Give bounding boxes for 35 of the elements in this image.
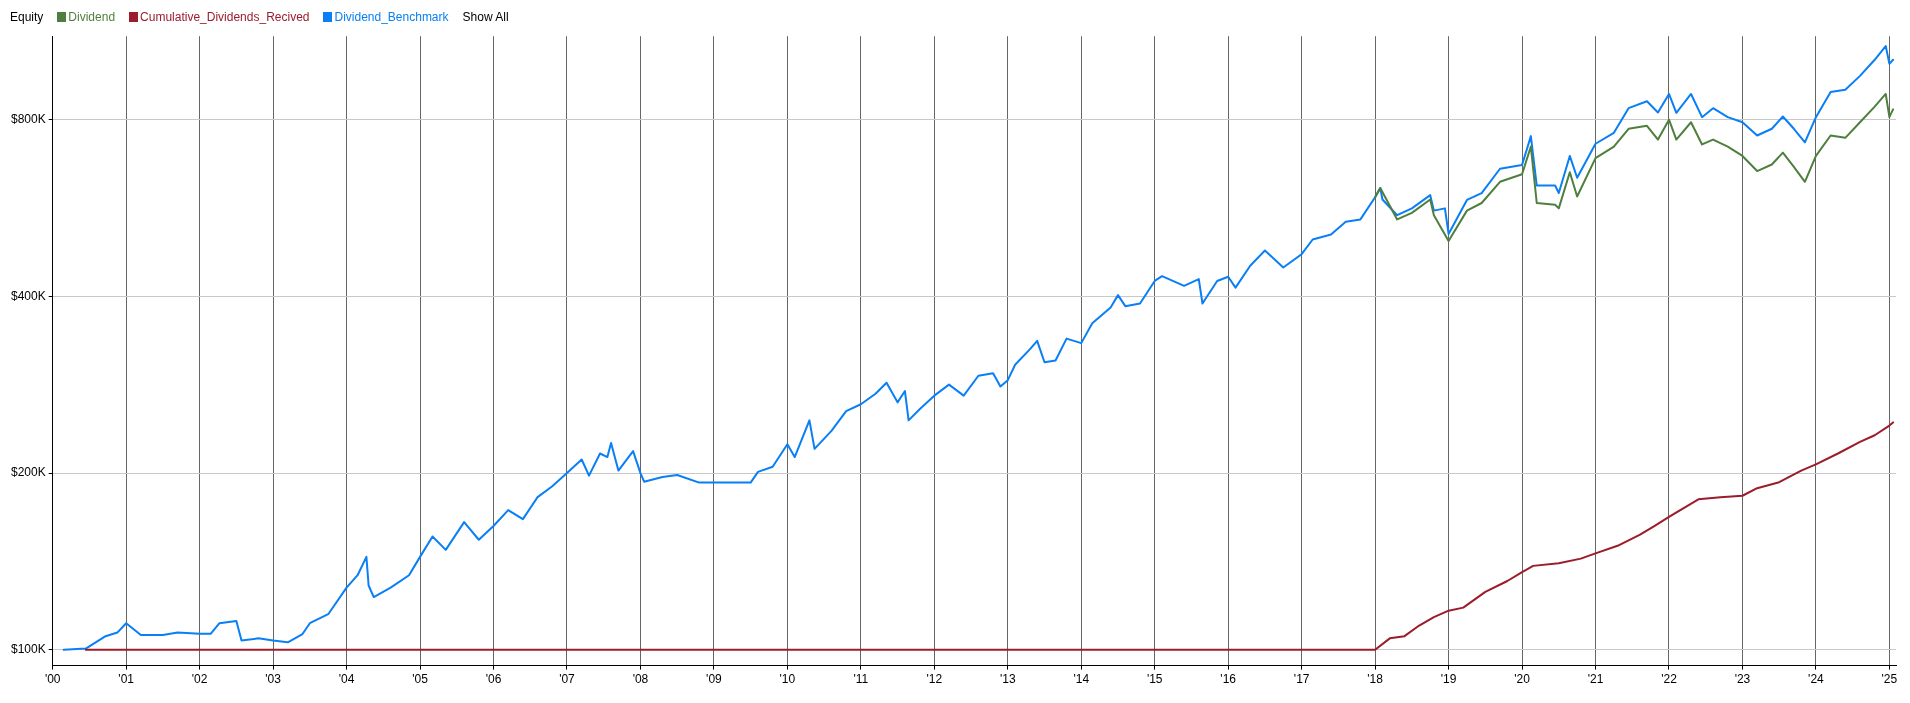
legend-label: Dividend_Benchmark xyxy=(334,10,449,24)
x-tick-label: '05 xyxy=(412,672,429,687)
x-tick-label: '14 xyxy=(1073,672,1090,687)
x-tick-label: '07 xyxy=(559,672,576,687)
x-tick-label: '08 xyxy=(632,672,649,687)
x-tick-label: '03 xyxy=(265,672,282,687)
x-tick-label: '11 xyxy=(853,672,869,687)
text: Show All xyxy=(462,10,509,24)
y-tick-label: $400K xyxy=(11,288,46,303)
x-tick-label: '06 xyxy=(485,672,502,687)
x-tick-label: '18 xyxy=(1367,672,1384,687)
x-tick-label: '00 xyxy=(44,672,61,687)
x-tick-label: '20 xyxy=(1514,672,1531,687)
x-tick-label: '10 xyxy=(779,672,796,687)
x-tick-label: '02 xyxy=(191,672,208,687)
x-tick-label: '19 xyxy=(1440,672,1457,687)
legend-label: Dividend xyxy=(68,10,116,24)
x-tick-label: '12 xyxy=(926,672,943,687)
y-tick-label: $100K xyxy=(11,642,46,657)
legend-title: Equity xyxy=(10,10,44,24)
x-tick-label: '16 xyxy=(1220,672,1237,687)
x-tick-label: '01 xyxy=(118,672,135,687)
x-tick-label: '09 xyxy=(706,672,723,687)
x-tick-label: '04 xyxy=(338,672,355,687)
y-tick-label: $800K xyxy=(11,112,46,127)
x-tick-label: '15 xyxy=(1146,672,1163,687)
x-tick-label: '24 xyxy=(1808,672,1825,687)
y-tick-label: $200K xyxy=(11,465,46,480)
x-tick-label: '13 xyxy=(999,672,1016,687)
x-tick-label: '25 xyxy=(1881,672,1898,687)
x-tick-label: '22 xyxy=(1661,672,1678,687)
x-tick-label: '23 xyxy=(1734,672,1751,687)
x-tick-label: '17 xyxy=(1293,672,1310,687)
legend-label: Cumulative_Dividends_Recived xyxy=(140,10,310,24)
x-tick-label: '21 xyxy=(1587,672,1604,687)
